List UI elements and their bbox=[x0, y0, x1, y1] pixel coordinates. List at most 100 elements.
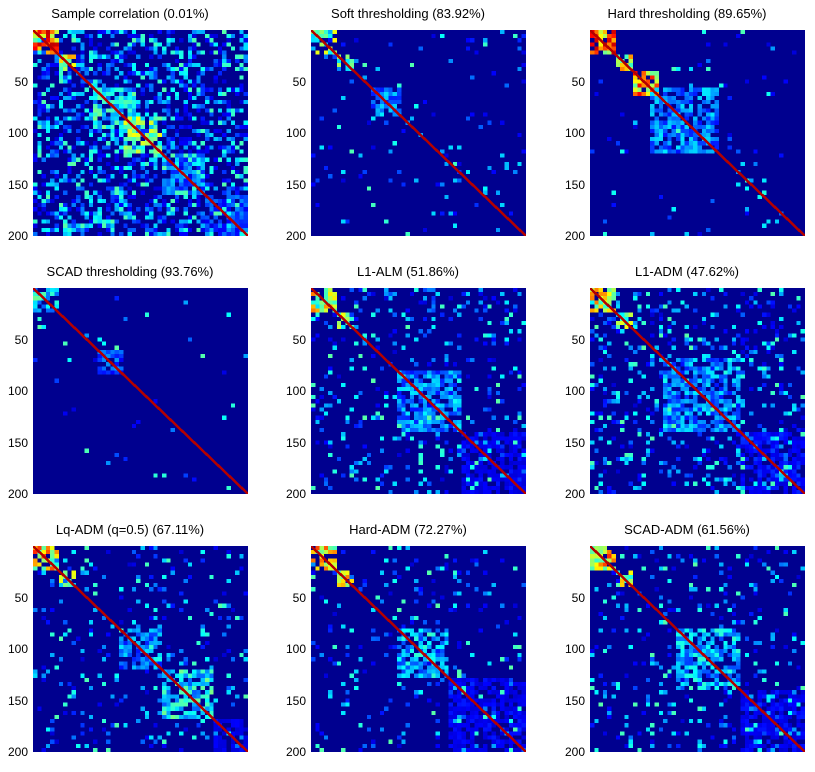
heatmap-cell bbox=[452, 747, 458, 752]
heatmap-cell bbox=[787, 440, 793, 445]
heatmap-cell bbox=[706, 391, 711, 396]
heatmap-cell bbox=[84, 124, 89, 129]
heatmap-cell bbox=[465, 461, 471, 466]
heatmap-cell bbox=[119, 211, 124, 216]
heatmap-cell bbox=[513, 308, 518, 313]
heatmap-cell bbox=[422, 669, 428, 674]
heatmap-cell bbox=[401, 661, 406, 666]
heatmap-cell bbox=[192, 157, 197, 162]
heatmap-cell bbox=[114, 157, 119, 162]
heatmap-cell bbox=[235, 133, 240, 138]
heatmap-cell bbox=[101, 124, 107, 129]
heatmap-cell bbox=[701, 419, 707, 424]
heatmap-cell bbox=[405, 411, 410, 416]
heatmap-cell bbox=[58, 578, 64, 584]
heatmap-cell bbox=[697, 419, 702, 424]
heatmap-cell bbox=[676, 91, 681, 96]
heatmap-cell bbox=[693, 632, 698, 637]
heatmap-cell bbox=[710, 149, 715, 154]
heatmap-cell bbox=[379, 473, 385, 478]
heatmap-cell bbox=[452, 727, 458, 732]
heatmap-cell bbox=[58, 71, 64, 76]
heatmap-cell bbox=[80, 657, 85, 662]
heatmap-cell bbox=[71, 694, 76, 699]
heatmap-cell bbox=[590, 461, 595, 466]
heatmap-cell bbox=[800, 640, 805, 645]
heatmap-cell bbox=[731, 382, 737, 387]
heatmap-cell bbox=[701, 366, 707, 371]
heatmap-cell bbox=[153, 554, 158, 559]
heatmap-cell bbox=[757, 456, 762, 462]
heatmap-cell bbox=[209, 702, 214, 707]
heatmap-cell bbox=[54, 95, 59, 101]
heatmap-cell bbox=[166, 149, 171, 154]
heatmap-cell bbox=[448, 374, 453, 379]
heatmap-cell bbox=[336, 456, 342, 462]
heatmap-cell bbox=[517, 706, 522, 711]
heatmap-cell bbox=[179, 62, 184, 68]
heatmap-cell bbox=[336, 62, 342, 68]
heatmap-cell bbox=[379, 91, 385, 96]
heatmap-cell bbox=[440, 419, 445, 424]
heatmap-cell bbox=[323, 165, 329, 171]
heatmap-cell bbox=[744, 186, 750, 191]
heatmap-cell bbox=[487, 489, 492, 494]
heatmap-cell bbox=[239, 194, 244, 199]
heatmap-cell bbox=[427, 423, 432, 429]
heatmap-cell bbox=[384, 391, 389, 396]
heatmap-cell bbox=[693, 395, 698, 400]
heatmap-cell bbox=[192, 79, 197, 84]
heatmap-cell bbox=[714, 415, 719, 420]
heatmap-cell bbox=[341, 42, 346, 47]
heatmap-cell bbox=[663, 566, 668, 571]
heatmap-cell bbox=[33, 182, 38, 187]
heatmap-cell bbox=[110, 198, 115, 204]
heatmap-cell bbox=[405, 428, 410, 433]
heatmap-cell bbox=[483, 186, 488, 191]
heatmap-cell bbox=[332, 312, 337, 317]
heatmap-cell bbox=[483, 190, 488, 195]
heatmap-cell bbox=[174, 91, 180, 96]
heatmap-cell bbox=[119, 137, 124, 142]
heatmap-cell bbox=[200, 182, 205, 187]
heatmap-cell bbox=[88, 628, 94, 633]
heatmap-cell bbox=[127, 116, 132, 121]
heatmap-cell bbox=[354, 686, 359, 691]
heatmap-cell bbox=[58, 38, 64, 43]
heatmap-cell bbox=[33, 566, 38, 571]
heatmap-cell bbox=[409, 616, 415, 621]
heatmap-cell bbox=[478, 681, 483, 687]
heatmap-cell bbox=[598, 288, 603, 293]
heatmap-cell bbox=[654, 83, 659, 88]
heatmap-cell bbox=[444, 636, 449, 641]
heatmap-cell bbox=[345, 67, 350, 72]
heatmap-cell bbox=[187, 141, 193, 146]
heatmap-cell bbox=[706, 100, 711, 105]
heatmap-cell bbox=[667, 469, 672, 474]
heatmap-cell bbox=[470, 419, 475, 424]
heatmap-cell bbox=[693, 382, 698, 387]
heatmap-cell bbox=[54, 562, 59, 567]
heatmap-cell bbox=[349, 578, 354, 584]
heatmap-cell bbox=[243, 677, 248, 682]
heatmap-cell bbox=[435, 444, 440, 449]
heatmap-cell bbox=[435, 382, 440, 387]
heatmap-cell bbox=[379, 108, 385, 113]
heatmap-cell bbox=[676, 636, 681, 641]
heatmap-cell bbox=[239, 223, 244, 228]
heatmap-cell bbox=[757, 640, 762, 645]
heatmap-cell bbox=[753, 161, 758, 166]
heatmap-cell bbox=[418, 461, 423, 466]
heatmap-cell bbox=[688, 83, 694, 88]
heatmap-cell bbox=[602, 320, 608, 326]
heatmap-cell bbox=[594, 546, 599, 551]
y-tick-label: 150 bbox=[564, 177, 585, 192]
heatmap-cell bbox=[487, 304, 492, 309]
heatmap-cell bbox=[470, 473, 475, 478]
heatmap-cell bbox=[590, 554, 595, 559]
heatmap-cell bbox=[457, 743, 462, 748]
heatmap-cell bbox=[457, 677, 462, 682]
heatmap-cell bbox=[444, 423, 449, 429]
heatmap-cell bbox=[590, 419, 595, 424]
heatmap-cell bbox=[174, 157, 180, 162]
